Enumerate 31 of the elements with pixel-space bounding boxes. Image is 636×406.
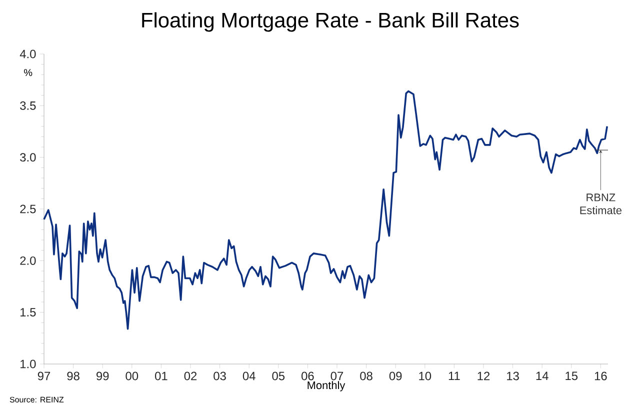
x-tick-label: 01	[155, 372, 168, 380]
x-tick-label: 99	[96, 372, 109, 380]
x-tick-label: 02	[184, 372, 197, 380]
y-tick-label: 3.5	[20, 101, 36, 110]
x-axis-title: Monthly	[308, 381, 346, 392]
x-tick-label: 06	[302, 372, 314, 380]
y-tick-label: 4.0	[20, 50, 36, 58]
x-tick-label: 97	[38, 372, 50, 380]
y-tick-label: 1.5	[20, 308, 36, 316]
x-tick-label: 98	[67, 372, 80, 380]
y-tick-label: 2.0	[20, 256, 36, 265]
x-tick-label: 15	[566, 372, 578, 380]
x-tick-label: 05	[272, 372, 285, 380]
x-tick-label: 16	[594, 372, 607, 380]
x-tick-label: 13	[507, 372, 519, 380]
annotation: RBNZ Estimate	[580, 194, 622, 214]
y-tick-label: 3.0	[20, 153, 36, 162]
y-axis-title: %	[24, 69, 32, 76]
x-tick-label: 11	[448, 372, 460, 380]
x-tick-label: 14	[536, 372, 548, 380]
x-tick-label: 12	[478, 372, 490, 380]
y-tick-label: 1.0	[20, 360, 36, 368]
x-tick-label: 10	[419, 372, 432, 380]
x-tick-label: 08	[360, 372, 372, 380]
y-tick-label: 2.5	[20, 204, 36, 214]
x-tick-label: 04	[242, 372, 256, 380]
chart-title: Floating Mortgage Rate - Bank Bill Rates	[142, 12, 519, 32]
x-tick-label: 00	[126, 372, 138, 380]
x-tick-label: 03	[214, 372, 226, 380]
x-tick-label: 07	[330, 372, 344, 380]
x-tick-label: 09	[389, 372, 402, 380]
